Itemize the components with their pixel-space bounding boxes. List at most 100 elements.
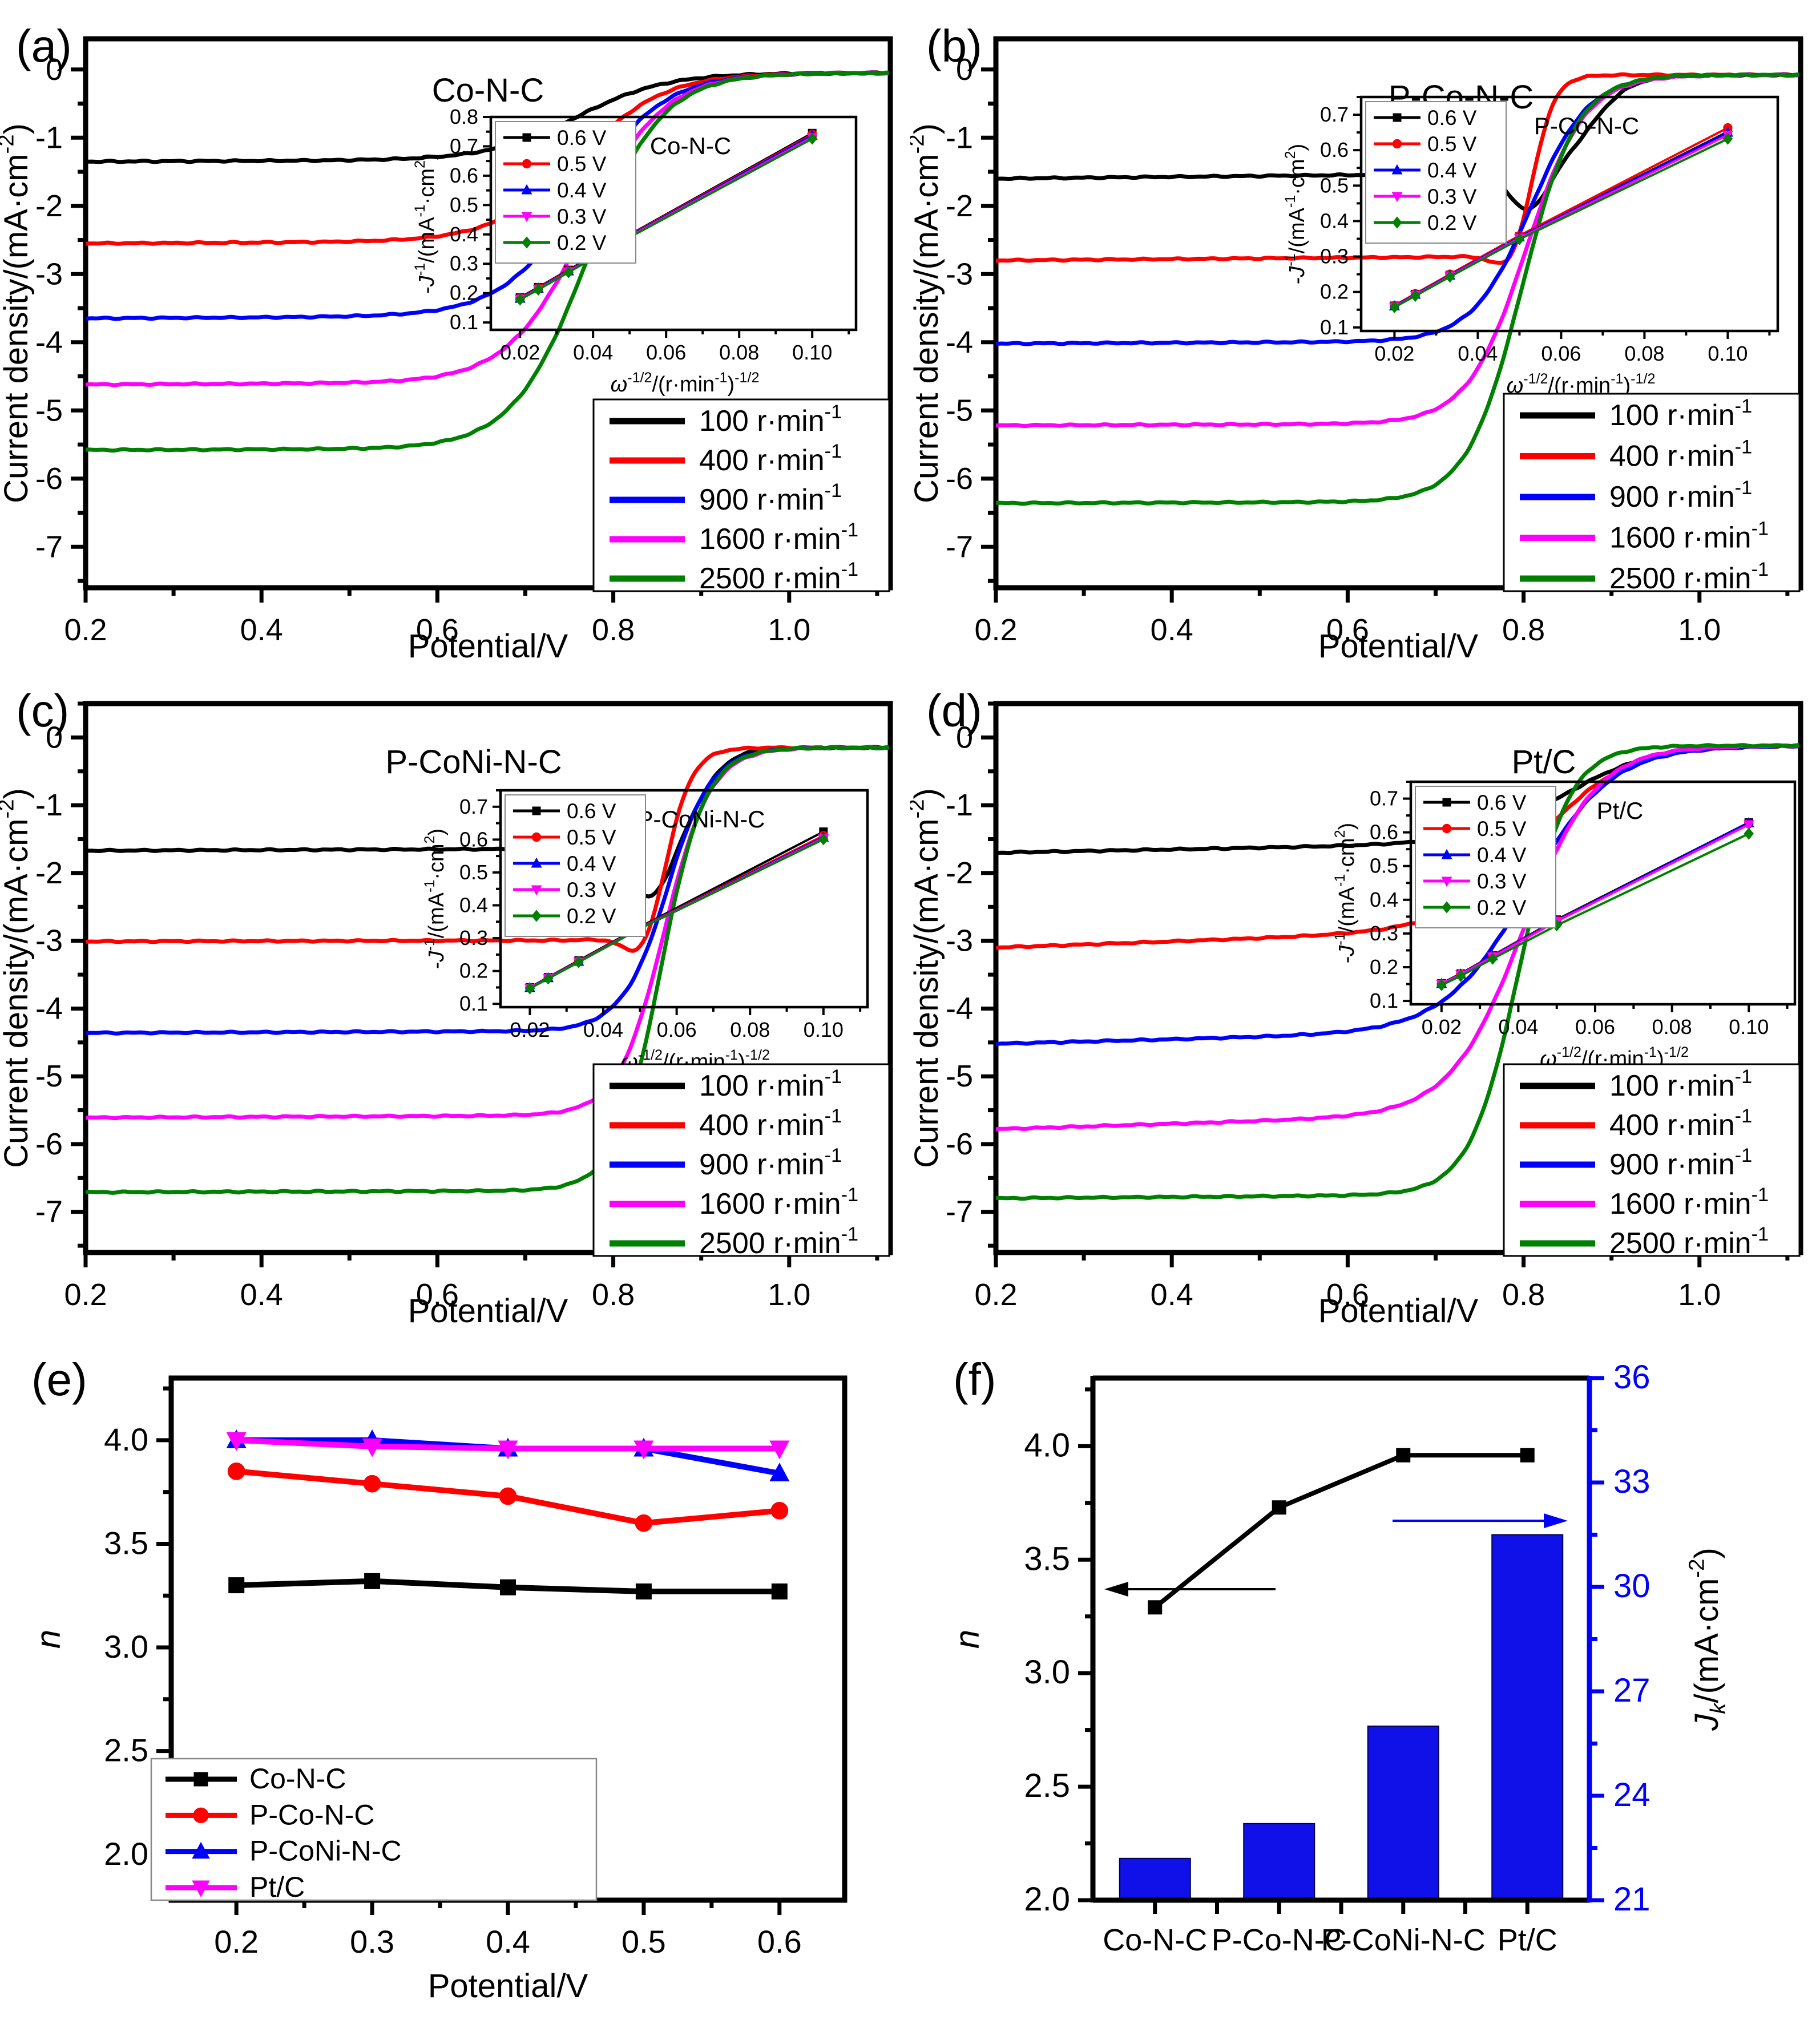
- triangle-up-marker: [769, 1463, 790, 1482]
- inset-legend-label: 0.2 V: [1427, 211, 1477, 235]
- inset-x-tick-label: 0.10: [792, 341, 832, 364]
- triangle-down-marker: [1391, 192, 1403, 203]
- left-tick-label: 3.5: [1024, 1540, 1070, 1577]
- left-tick-label: 4.0: [1024, 1427, 1070, 1464]
- x-tick-label: 0.8: [592, 613, 635, 647]
- square-marker: [532, 806, 541, 815]
- right-tick-label: 27: [1613, 1672, 1650, 1709]
- left-axis-label: n: [948, 1630, 986, 1649]
- y-tick-label: -5: [35, 393, 63, 427]
- inset-legend-label: 0.6 V: [1427, 106, 1477, 130]
- legend-box: [150, 1758, 598, 1901]
- x-tick-label: 0.8: [1502, 613, 1545, 647]
- inset-y-tick-label: 0.2: [450, 281, 478, 305]
- legend-label: 100 r·min-1: [699, 1066, 842, 1102]
- inset-y-tick-label: 0.8: [450, 105, 478, 128]
- panel-letter: (b): [926, 21, 982, 71]
- diamond-marker: [1436, 979, 1447, 991]
- legend-box: [592, 1063, 890, 1257]
- circle-marker: [770, 1502, 789, 1520]
- diamond-marker: [1455, 969, 1466, 982]
- inset-x-tick-label: 0.10: [1729, 1015, 1769, 1039]
- circle-marker: [635, 1514, 653, 1532]
- inset-x-tick-label: 0.06: [657, 1018, 697, 1041]
- y-axis-label: Current density/(mA·cm-2): [910, 788, 945, 1168]
- square-marker: [1272, 1500, 1286, 1515]
- panel-title: Pt/C: [1512, 744, 1576, 781]
- x-tick-label: 0.6: [757, 1924, 802, 1960]
- inset-y-tick-label: 0.7: [450, 134, 478, 157]
- x-tick-label: 0.6: [1326, 613, 1369, 647]
- inset-legend-label: 0.5 V: [1427, 132, 1477, 156]
- y-tick-label: -1: [946, 120, 973, 155]
- inset-legend-label: 0.2 V: [567, 904, 616, 928]
- legend-label: 400 r·min-1: [699, 441, 842, 477]
- right-tick-label: 33: [1613, 1463, 1650, 1500]
- square-marker: [1520, 1448, 1535, 1463]
- panel-title: P-CoNi-N-C: [385, 744, 562, 781]
- inset-y-tick-label: 0.6: [450, 164, 478, 187]
- legend-label: 2500 r·min-1: [1609, 1223, 1769, 1260]
- x-tick-label: 0.8: [592, 1278, 635, 1312]
- inset-y-tick-label: 0.3: [1320, 245, 1349, 268]
- lsv-curve-2: [996, 72, 1799, 265]
- legend-label: 400 r·min-1: [1609, 437, 1752, 473]
- x-tick-label: 1.0: [1678, 1278, 1721, 1312]
- lsv-curve-5: [86, 745, 889, 1195]
- square-marker: [364, 1573, 381, 1589]
- inset-legend-label: 0.3 V: [1427, 185, 1477, 208]
- y-tick-label: -2: [35, 856, 63, 890]
- panel-letter: (e): [31, 1354, 87, 1405]
- x-axis-label: Potential/V: [408, 1292, 568, 1330]
- diamond-marker: [1392, 216, 1402, 229]
- y-tick-label: -6: [35, 1127, 63, 1161]
- lsv-curves: [86, 745, 890, 1195]
- triangle-down-marker: [1441, 876, 1452, 887]
- inset-x-tick-label: 0.04: [1498, 1015, 1538, 1039]
- left-tick-label: 2.5: [1024, 1767, 1070, 1804]
- panel-letter: (c): [16, 685, 69, 736]
- triangle-down-marker: [226, 1432, 247, 1451]
- square-marker: [1148, 1600, 1163, 1615]
- diamond-marker: [1410, 289, 1421, 302]
- inset-y-axis-label: -J-1/(mA-1·cm2): [1282, 144, 1309, 284]
- legend-box: [1503, 393, 1801, 592]
- legend-label: 900 r·min-1: [699, 480, 842, 516]
- inset-y-tick-label: 0.7: [459, 795, 488, 818]
- y-tick-label: 2.5: [104, 1732, 148, 1768]
- inset-legend-label: 0.4 V: [567, 852, 616, 875]
- circle-marker: [531, 832, 542, 842]
- inset-legend-label: 0.6 V: [1477, 791, 1527, 814]
- x-tick-label: 0.2: [974, 613, 1017, 647]
- x-tick-label: 0.2: [64, 1278, 107, 1312]
- lsv-curve-4: [86, 70, 890, 387]
- x-tick-label: 0.2: [64, 613, 107, 647]
- y-tick-label: -5: [946, 1059, 973, 1093]
- inset-x-tick-label: 0.08: [1624, 342, 1664, 365]
- y-tick-label: 3.5: [104, 1525, 148, 1561]
- legend-label: Pt/C: [249, 1871, 305, 1903]
- category-label: P-Co-N-C: [1212, 1923, 1347, 1957]
- y-tick-label: -7: [35, 530, 63, 564]
- plot-frame: [993, 36, 1803, 591]
- lsv-curve-5: [86, 70, 889, 453]
- inset-legend-label: 0.6 V: [567, 799, 616, 823]
- y-tick-label: -7: [946, 1195, 973, 1229]
- triangle-down-marker: [498, 1440, 518, 1460]
- triangle-down-marker: [192, 1880, 210, 1897]
- inset-y-axis-label: -J-1/(mA-1·cm2): [422, 829, 449, 969]
- x-tick-label: 0.5: [622, 1924, 666, 1960]
- legend-label: 100 r·min-1: [699, 401, 842, 438]
- y-tick-label: -1: [35, 788, 63, 822]
- jk-bar-P-Co-N-C: [1243, 1823, 1315, 1901]
- inset-title: Co-N-C: [650, 132, 731, 159]
- y-tick-label: -6: [35, 462, 63, 496]
- x-tick-label: 0.2: [974, 1278, 1017, 1312]
- y-tick-label: -4: [35, 325, 63, 359]
- inset-frame: [1359, 95, 1779, 333]
- n-line: [1153, 1453, 1528, 1609]
- lsv-curve-3: [86, 70, 890, 321]
- circle-marker: [1392, 139, 1402, 149]
- legend-box: [592, 398, 890, 592]
- square-marker: [193, 1772, 208, 1787]
